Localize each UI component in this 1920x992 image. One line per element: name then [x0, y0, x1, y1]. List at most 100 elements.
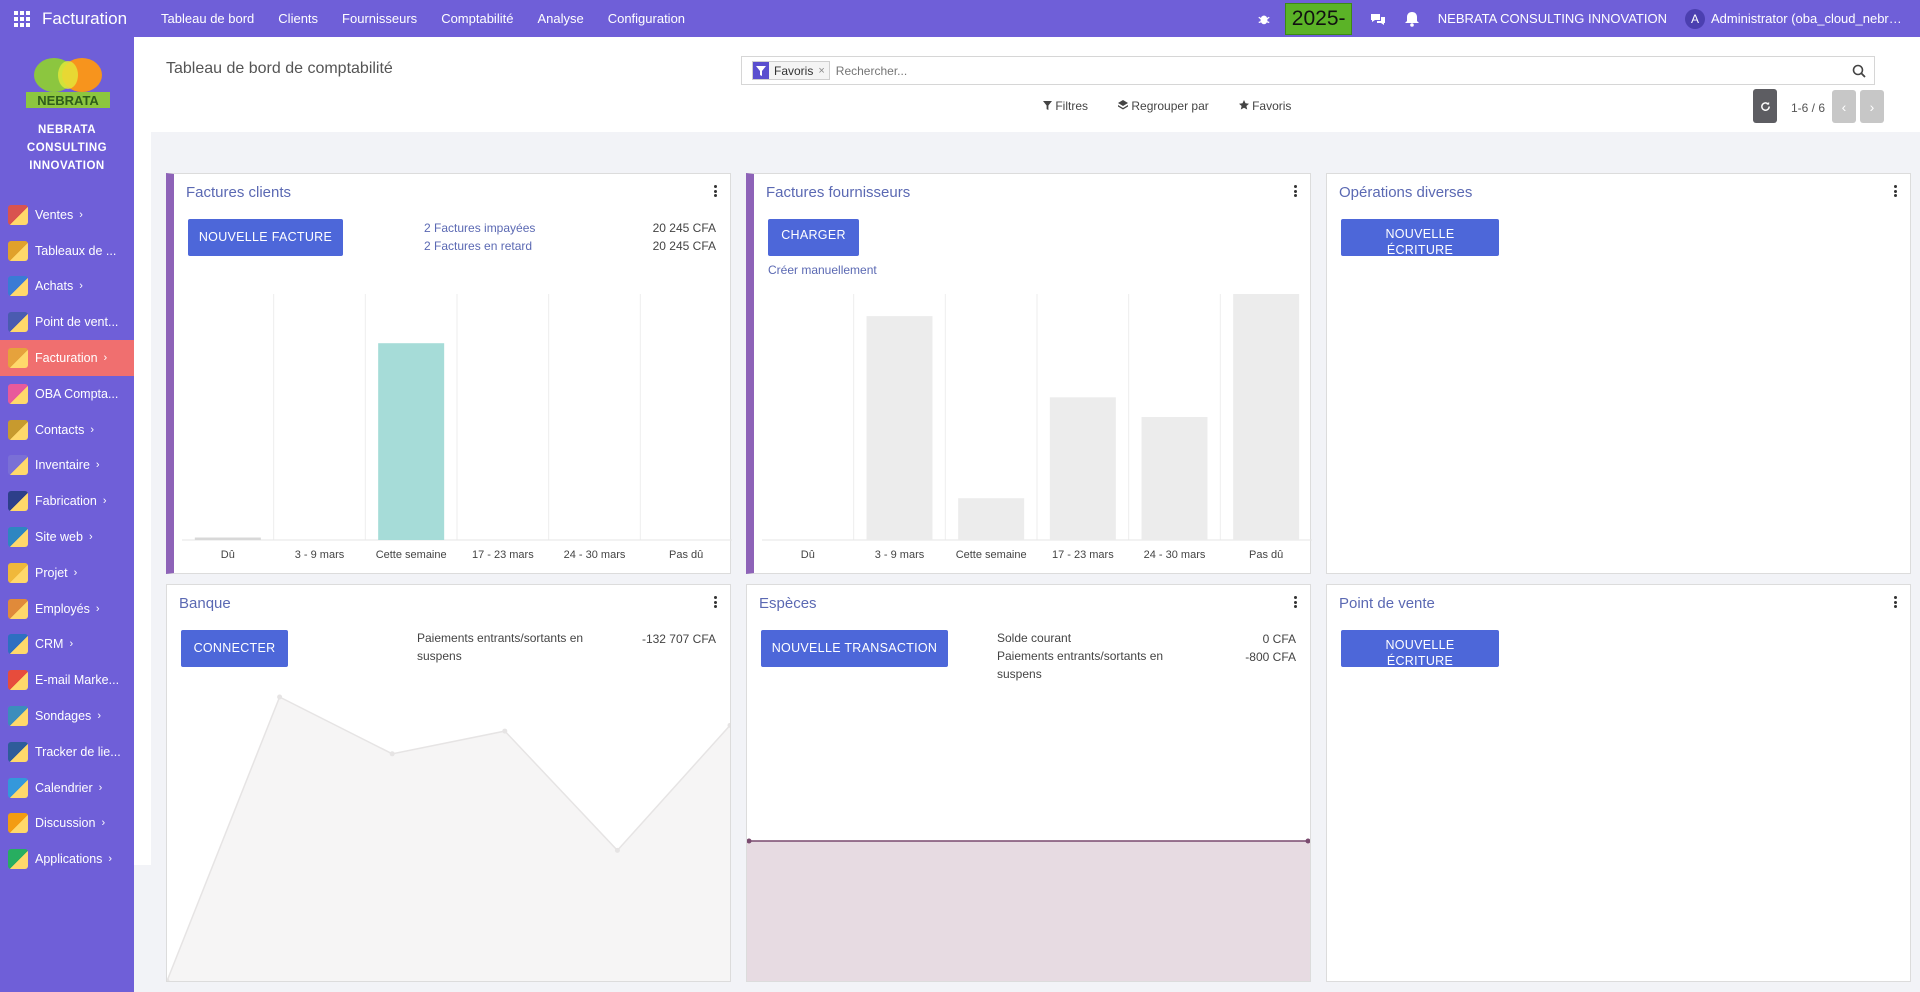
facet-remove-icon[interactable]: ×	[818, 64, 825, 77]
bank-balance-chart[interactable]	[167, 685, 730, 981]
data-point-2[interactable]	[389, 751, 395, 757]
sidebar-item-label: CRM	[35, 637, 64, 652]
menu-configuration[interactable]: Configuration	[607, 11, 686, 26]
data-point-0[interactable]	[167, 978, 170, 982]
data-point-1[interactable]	[277, 694, 283, 700]
sidebar-item-calendrier[interactable]: Calendrier ›	[0, 770, 134, 806]
card-title[interactable]: Opérations diverses	[1339, 184, 1473, 201]
bug-icon[interactable]	[1257, 12, 1271, 26]
customer-invoices-chart[interactable]: Dû 3 - 9 mars Cette semaine 17 - 23 mars 24 …	[182, 294, 732, 572]
search-input[interactable]	[835, 63, 1852, 78]
sidebar-item-label: Projet	[35, 565, 68, 580]
card-menu-icon[interactable]	[1894, 596, 1898, 608]
upload-button[interactable]: CHARGER	[768, 219, 859, 256]
sidebar-item-icon	[8, 383, 28, 404]
data-point-3[interactable]	[502, 728, 508, 734]
bar-0[interactable]	[194, 537, 261, 540]
sidebar-item-applications[interactable]: Applications ›	[0, 841, 134, 877]
user-menu[interactable]: Administrator (oba_cloud_nebrata_pro...	[1711, 11, 1906, 26]
create-manually-link[interactable]: Créer manuellement	[768, 263, 877, 277]
app-brand[interactable]: Facturation	[42, 8, 128, 28]
data-point-1[interactable]	[1305, 838, 1311, 844]
apps-menu-icon[interactable]	[14, 10, 30, 27]
sidebar-item-tracker-de-lie[interactable]: Tracker de lie...	[0, 734, 134, 770]
sidebar-item-ventes[interactable]: Ventes ›	[0, 197, 134, 233]
reload-button[interactable]	[1753, 89, 1777, 123]
sidebar-item-achats[interactable]: Achats ›	[0, 269, 134, 305]
connect-button[interactable]: CONNECTER	[181, 630, 288, 667]
favorites-dropdown[interactable]: Favoris	[1238, 99, 1291, 113]
series-line	[167, 695, 730, 981]
bar-5[interactable]	[1233, 294, 1300, 540]
card-title[interactable]: Point de vente	[1339, 595, 1435, 612]
menu-comptabilite[interactable]: Comptabilité	[441, 11, 514, 26]
search-facet-favoris[interactable]: Favoris ×	[752, 61, 830, 80]
cash-balance-chart[interactable]	[747, 835, 1310, 981]
card-title[interactable]: Espèces	[759, 595, 817, 612]
filters-dropdown[interactable]: Filtres	[1043, 99, 1088, 113]
search-icon[interactable]	[1852, 64, 1866, 78]
vendor-bills-chart[interactable]: Dû 3 - 9 mars Cette semaine 17 - 23 mars 24 …	[762, 294, 1312, 572]
new-invoice-button[interactable]: NOUVELLE FACTURE	[188, 219, 343, 256]
pager-next-button[interactable]: ›	[1860, 90, 1884, 123]
chat-icon[interactable]	[1370, 11, 1386, 27]
sidebar-item-label: Site web	[35, 530, 83, 545]
sidebar-item-tableaux-de[interactable]: Tableaux de ...	[0, 233, 134, 269]
pager-previous-button[interactable]: ‹	[1832, 90, 1856, 123]
sidebar-item-discussion[interactable]: Discussion ›	[0, 806, 134, 842]
sidebar-item-sondages[interactable]: Sondages ›	[0, 698, 134, 734]
bar-2[interactable]	[378, 343, 445, 540]
x-tick-label: 17 - 23 mars	[472, 549, 534, 561]
user-avatar[interactable]: A	[1685, 8, 1705, 29]
group-by-dropdown[interactable]: Regrouper par	[1118, 99, 1209, 113]
pager-value[interactable]: 1-6 / 6	[1791, 101, 1826, 115]
current-balance-label: Solde courant	[997, 631, 1072, 645]
card-menu-icon[interactable]	[714, 596, 718, 608]
card-menu-icon[interactable]	[1894, 185, 1898, 197]
pending-payments-amount: -132 707 CFA	[641, 632, 716, 646]
sidebar-item-site-web[interactable]: Site web ›	[0, 519, 134, 555]
card-menu-icon[interactable]	[714, 185, 718, 197]
sidebar-item-crm[interactable]: CRM ›	[0, 627, 134, 663]
sidebar-item-projet[interactable]: Projet ›	[0, 555, 134, 591]
bar-3[interactable]	[1049, 397, 1116, 540]
search-options: Filtres Regrouper par Favoris	[1043, 99, 1291, 113]
bar-4[interactable]	[1141, 417, 1208, 540]
sidebar-menu: Ventes › Tableaux de ... Achats › Point de ve…	[0, 197, 134, 877]
late-invoices-link[interactable]: 2 Factures en retard	[424, 239, 533, 253]
new-transaction-button[interactable]: NOUVELLE TRANSACTION	[761, 630, 948, 667]
new-entry-button[interactable]: NOUVELLE ÉCRITURE	[1341, 630, 1499, 667]
search-bar[interactable]: Favoris ×	[741, 56, 1875, 85]
star-icon	[1238, 100, 1249, 110]
data-point-0[interactable]	[747, 838, 752, 844]
card-title[interactable]: Banque	[179, 595, 231, 612]
bar-1[interactable]	[866, 316, 933, 540]
company-switcher[interactable]: NEBRATA CONSULTING INNOVATION	[1437, 11, 1667, 26]
unpaid-invoices-link[interactable]: 2 Factures impayées	[424, 221, 536, 235]
menu-clients[interactable]: Clients	[278, 11, 319, 26]
sidebar-item-label: E-mail Marke...	[35, 673, 120, 688]
card-title[interactable]: Factures clients	[186, 184, 292, 201]
sidebar: NEBRATA NEBRATA CONSULTING INNOVATION Ve…	[0, 37, 134, 992]
card-menu-icon[interactable]	[1294, 185, 1298, 197]
year-badge[interactable]: 2025-	[1284, 2, 1352, 35]
bar-2[interactable]	[958, 498, 1025, 540]
sidebar-item-inventaire[interactable]: Inventaire ›	[0, 448, 134, 484]
data-point-4[interactable]	[614, 847, 620, 853]
sidebar-item-point-de-vent[interactable]: Point de vent...	[0, 304, 134, 340]
menu-fournisseurs[interactable]: Fournisseurs	[342, 11, 418, 26]
sidebar-item-e-mail-marke[interactable]: E-mail Marke...	[0, 662, 134, 698]
new-entry-button[interactable]: NOUVELLE ÉCRITURE	[1341, 219, 1499, 256]
card-title[interactable]: Factures fournisseurs	[766, 184, 911, 201]
sidebar-item-oba-compta[interactable]: OBA Compta...	[0, 376, 134, 412]
menu-tableau-de-bord[interactable]: Tableau de bord	[161, 11, 255, 26]
data-point-5[interactable]	[727, 722, 731, 728]
menu-analyse[interactable]: Analyse	[537, 11, 584, 26]
sidebar-item-employés[interactable]: Employés ›	[0, 591, 134, 627]
x-tick-label: 3 - 9 mars	[295, 549, 345, 561]
card-menu-icon[interactable]	[1294, 596, 1298, 608]
sidebar-item-contacts[interactable]: Contacts ›	[0, 412, 134, 448]
sidebar-item-fabrication[interactable]: Fabrication ›	[0, 483, 134, 519]
bell-icon[interactable]	[1404, 11, 1420, 27]
sidebar-item-facturation[interactable]: Facturation ›	[0, 340, 134, 376]
